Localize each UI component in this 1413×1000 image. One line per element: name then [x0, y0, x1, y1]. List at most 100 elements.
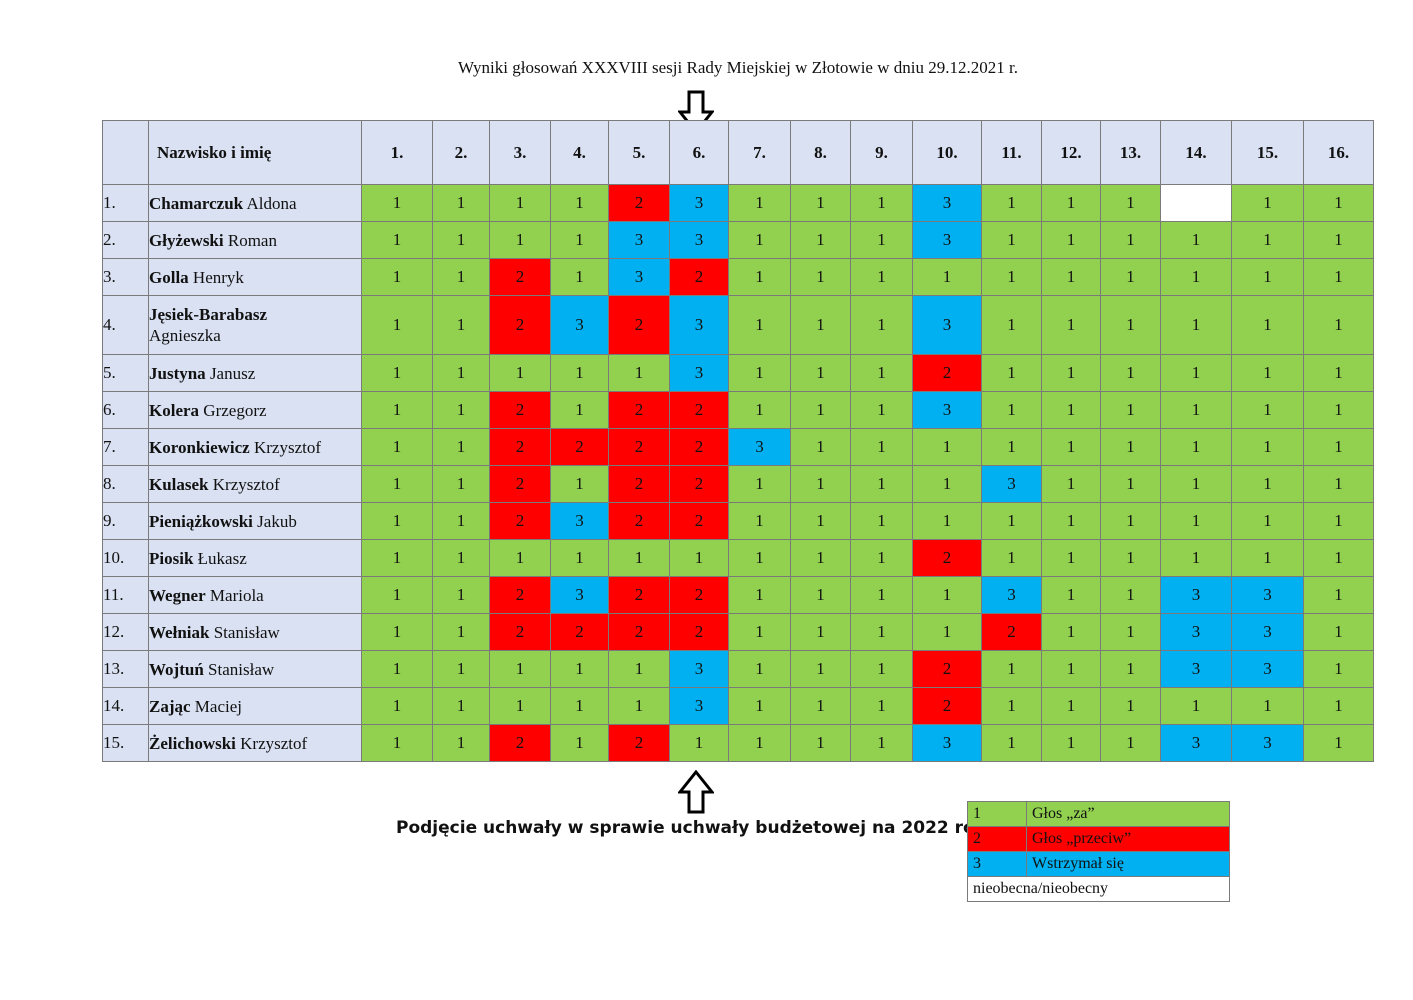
councillor-surname: Jęsiek-Barabasz [149, 305, 268, 324]
vote-cell: 2 [912, 354, 982, 392]
vote-cell: 1 [1041, 354, 1101, 392]
vote-column-header: 1. [361, 120, 433, 185]
vote-cell: 1 [550, 687, 609, 725]
vote-cell: 1 [550, 184, 609, 222]
legend-item: 3 Wstrzymał się [967, 851, 1230, 877]
vote-cell: 1 [850, 465, 913, 503]
councillor-name: Kolera Grzegorz [148, 391, 362, 429]
vote-cell: 1 [1160, 391, 1232, 429]
vote-cell: 1 [850, 539, 913, 577]
councillor-given-name: Mariola [209, 585, 264, 605]
vote-cell: 1 [728, 258, 791, 296]
councillor-row: 15. Żelichowski Krzysztof 1 1 2 1 2 1 1 1 1 3 1 1 1 3 3 1 [102, 724, 1374, 762]
vote-cell: 3 [550, 502, 609, 540]
vote-cell: 1 [432, 502, 490, 540]
row-number: 11. [102, 576, 149, 614]
vote-cell: 1 [669, 539, 729, 577]
vote-cell: 1 [432, 258, 490, 296]
legend-code: 2 [967, 826, 1027, 852]
vote-cell: 2 [912, 650, 982, 688]
arrow-up-icon [678, 770, 714, 814]
vote-cell: 1 [728, 391, 791, 429]
vote-cell: 1 [728, 576, 791, 614]
vote-cell: 1 [1100, 295, 1161, 355]
vote-cell: 1 [361, 650, 433, 688]
row-number: 10. [102, 539, 149, 577]
vote-cell: 1 [550, 354, 609, 392]
vote-cell: 1 [1160, 258, 1232, 296]
vote-cell: 1 [489, 221, 551, 259]
resolution-caption: Podjęcie uchwały w sprawie uchwały budże… [396, 818, 987, 838]
councillor-name: Koronkiewicz Krzysztof [148, 428, 362, 466]
vote-cell: 1 [1303, 184, 1374, 222]
vote-cell: 3 [608, 221, 670, 259]
vote-cell: 1 [1231, 502, 1304, 540]
councillor-name: Golla Henryk [148, 258, 362, 296]
vote-cell: 1 [981, 428, 1042, 466]
row-number: 13. [102, 650, 149, 688]
vote-cell: 2 [981, 613, 1042, 651]
vote-cell: 1 [790, 295, 851, 355]
vote-cell: 3 [550, 295, 609, 355]
councillor-name: Żelichowski Krzysztof [148, 724, 362, 762]
councillor-row: 1. Chamarczuk Aldona 1 1 1 1 2 3 1 1 1 3 1 1 1 1 1 [102, 184, 1374, 222]
vote-cell: 1 [981, 258, 1042, 296]
councillor-name: Jęsiek-Barabasz Agnieszka [148, 295, 362, 355]
vote-cell: 1 [361, 613, 433, 651]
vote-cell: 1 [790, 221, 851, 259]
vote-cell: 1 [1041, 428, 1101, 466]
vote-cell: 1 [1100, 687, 1161, 725]
vote-cell: 1 [550, 650, 609, 688]
vote-cell: 1 [850, 576, 913, 614]
vote-column-header: 11. [981, 120, 1042, 185]
vote-cell: 1 [550, 221, 609, 259]
vote-cell: 1 [850, 613, 913, 651]
legend-item: 1 Głos „za” [967, 801, 1230, 827]
vote-cell: 1 [1100, 221, 1161, 259]
vote-column-header: 7. [728, 120, 791, 185]
councillor-name: Chamarczuk Aldona [148, 184, 362, 222]
vote-column-header: 6. [669, 120, 729, 185]
vote-cell: 1 [361, 258, 433, 296]
vote-cell: 1 [361, 184, 433, 222]
councillor-surname: Żelichowski [149, 733, 236, 753]
vote-cell: 2 [669, 465, 729, 503]
vote-cell: 2 [489, 465, 551, 503]
vote-cell: 3 [669, 687, 729, 725]
vote-cell: 2 [669, 258, 729, 296]
legend-item: 2 Głos „przeciw” [967, 826, 1230, 852]
vote-cell: 1 [432, 613, 490, 651]
vote-column-header: 12. [1041, 120, 1101, 185]
vote-cell: 2 [489, 295, 551, 355]
row-number: 7. [102, 428, 149, 466]
vote-cell: 1 [981, 184, 1042, 222]
vote-cell: 1 [912, 613, 982, 651]
vote-cell: 1 [361, 687, 433, 725]
vote-cell: 2 [489, 502, 551, 540]
vote-cell: 1 [432, 354, 490, 392]
vote-cell: 3 [1160, 650, 1232, 688]
vote-cell: 1 [1160, 687, 1232, 725]
vote-cell: 1 [1231, 295, 1304, 355]
vote-cell: 1 [1041, 184, 1101, 222]
councillor-row: 9. Pieniążkowski Jakub 1 1 2 3 2 2 1 1 1 1 1 1 1 1 1 1 [102, 502, 1374, 540]
vote-cell: 3 [1160, 724, 1232, 762]
vote-cell: 1 [432, 391, 490, 429]
vote-cell: 2 [489, 258, 551, 296]
vote-cell: 1 [608, 650, 670, 688]
councillor-row: 13. Wojtuń Stanisław 1 1 1 1 1 3 1 1 1 2 1 1 1 3 3 1 [102, 650, 1374, 688]
vote-cell: 1 [790, 539, 851, 577]
vote-cell: 1 [1231, 391, 1304, 429]
vote-cell: 1 [850, 295, 913, 355]
vote-cell: 1 [550, 465, 609, 503]
vote-column-header: 9. [850, 120, 913, 185]
vote-cell: 1 [1100, 576, 1161, 614]
vote-cell: 1 [489, 184, 551, 222]
vote-cell: 1 [981, 724, 1042, 762]
lp-header [102, 120, 149, 185]
vote-cell: 3 [912, 724, 982, 762]
vote-cell: 1 [1303, 391, 1374, 429]
vote-cell: 1 [1160, 221, 1232, 259]
vote-cell: 1 [1231, 258, 1304, 296]
vote-column-header: 10. [912, 120, 982, 185]
